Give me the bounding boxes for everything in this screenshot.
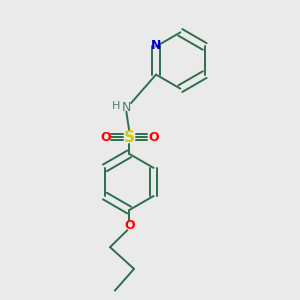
Text: O: O <box>124 219 134 232</box>
Text: O: O <box>100 131 111 144</box>
Text: H: H <box>112 101 121 111</box>
Text: O: O <box>148 131 158 144</box>
Text: N: N <box>151 39 161 52</box>
Text: S: S <box>124 130 135 145</box>
Text: N: N <box>121 101 131 114</box>
